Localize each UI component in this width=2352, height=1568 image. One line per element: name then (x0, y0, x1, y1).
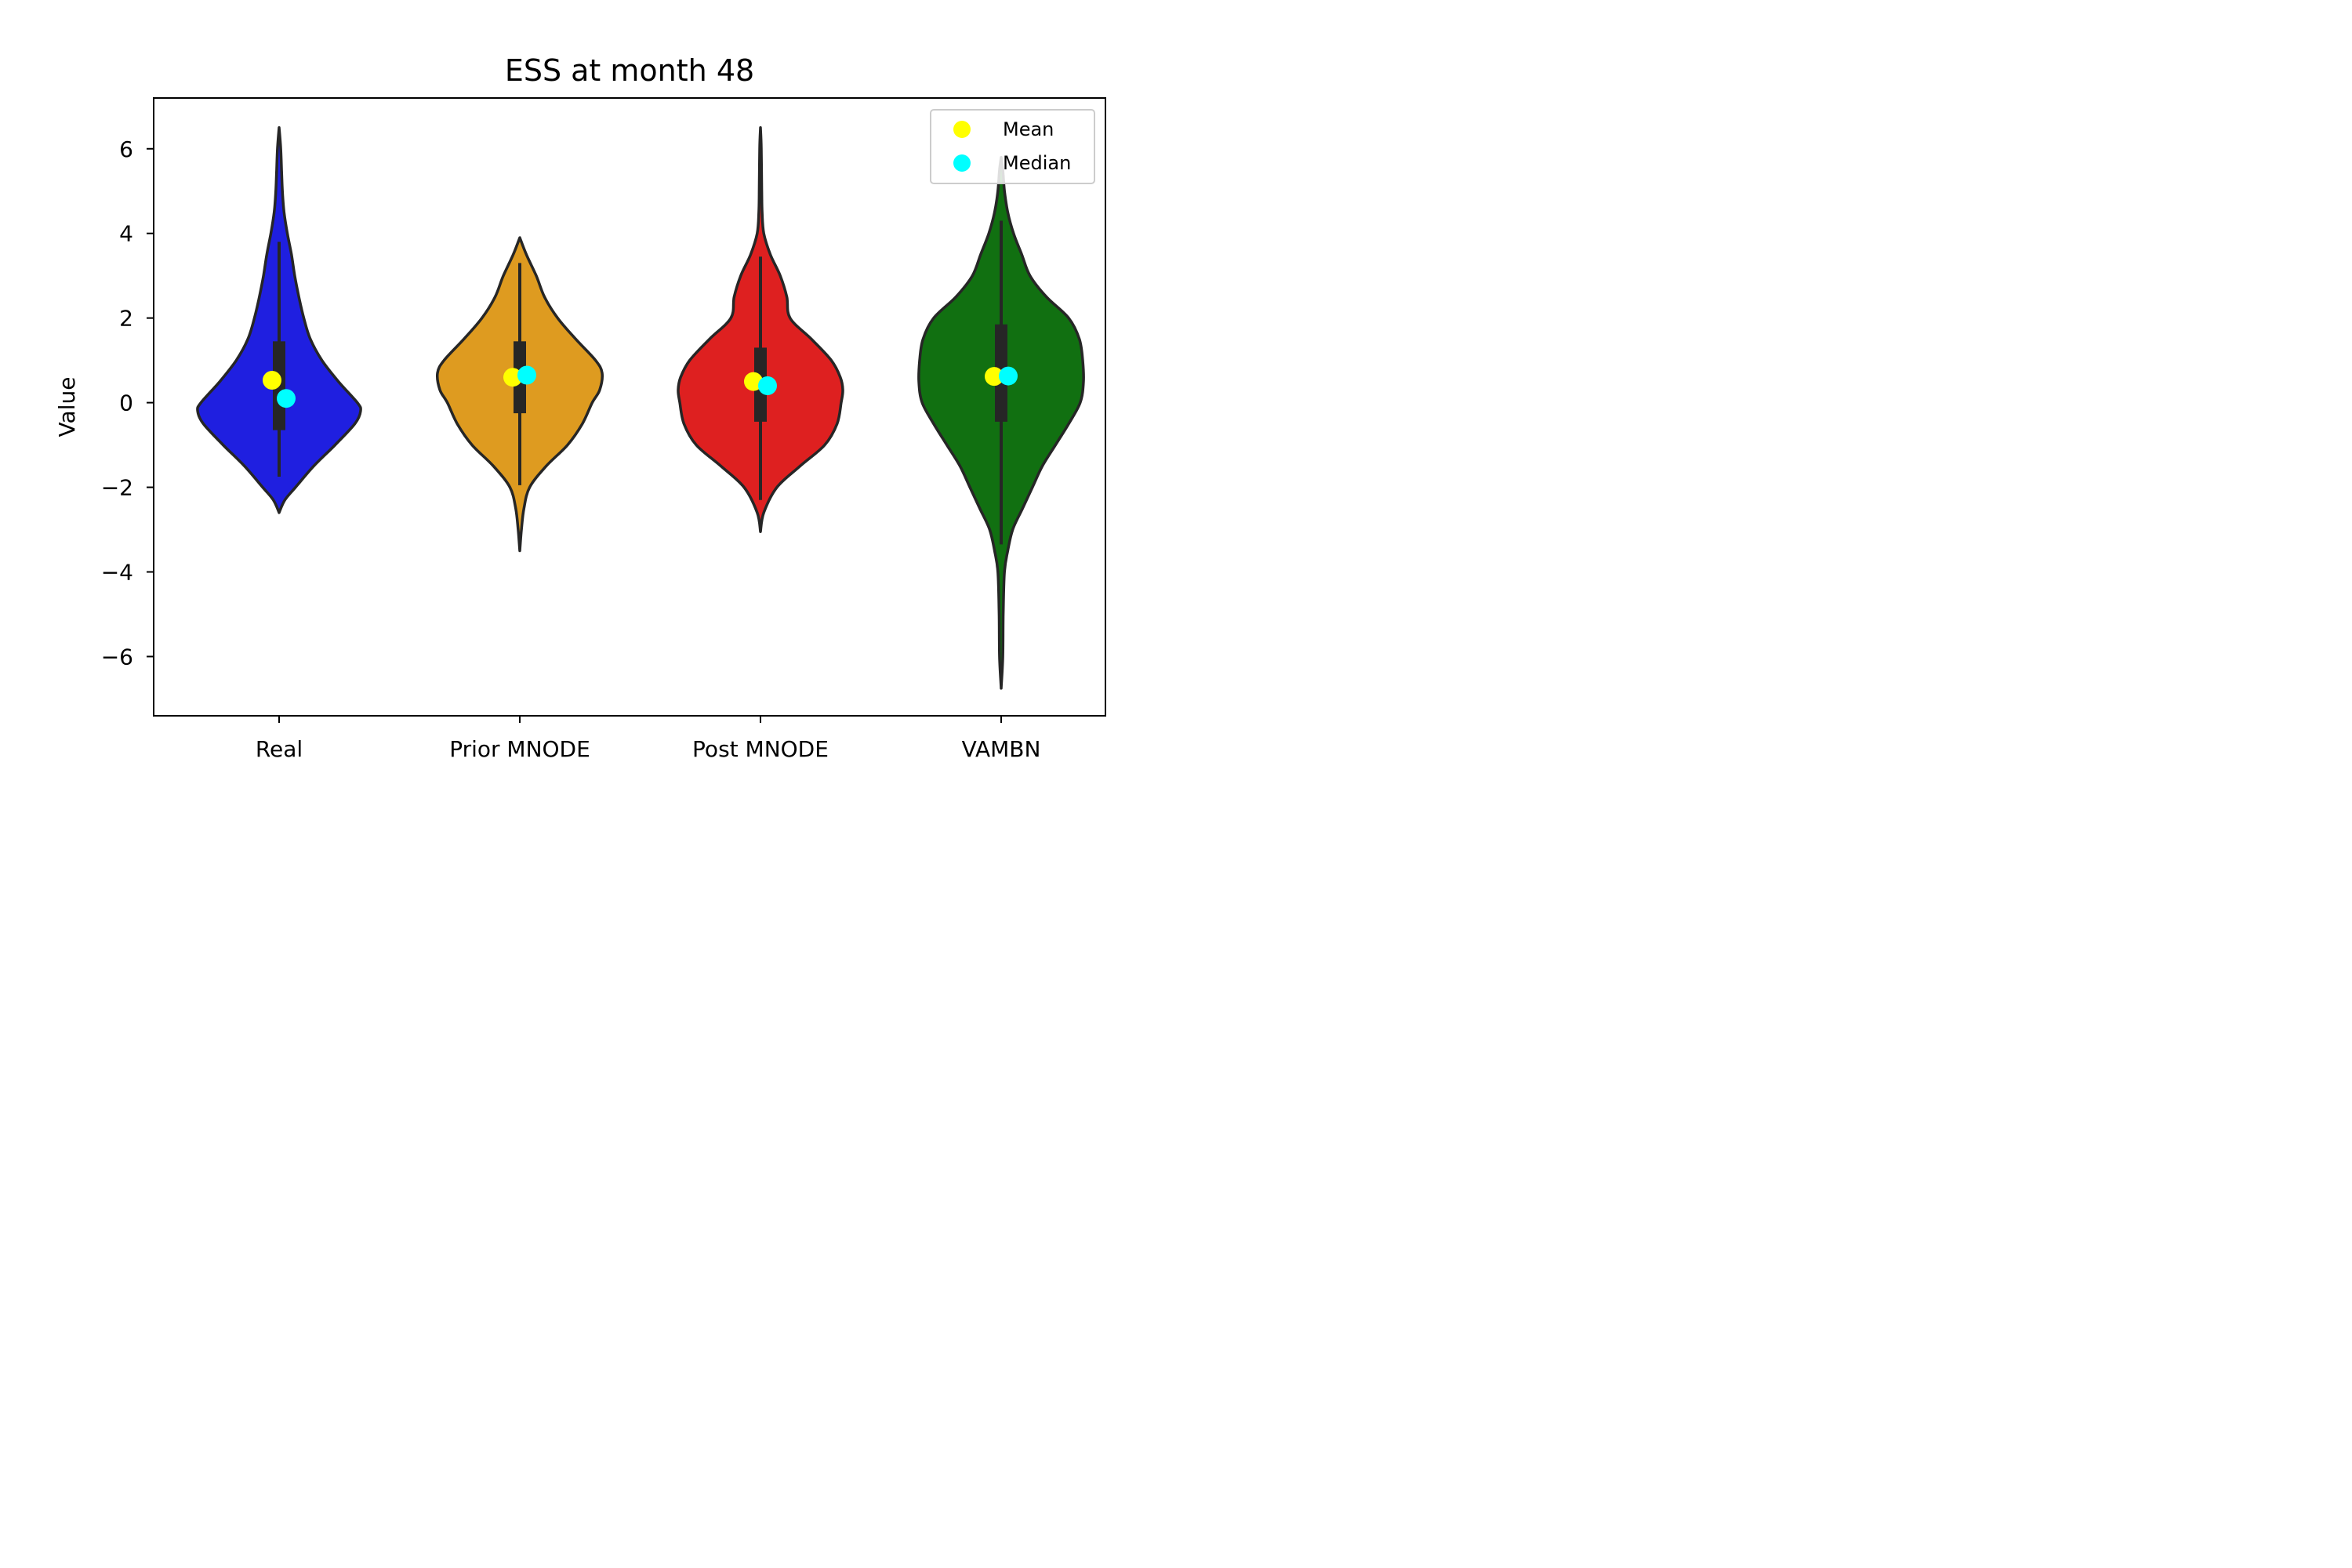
legend-box (930, 109, 1095, 184)
plot-frame (153, 97, 1106, 717)
y-tick-label: 0 (119, 390, 133, 416)
legend-median-marker (953, 154, 971, 172)
legend-mean-marker (953, 121, 971, 138)
y-tick-label: −2 (101, 475, 133, 501)
mean-marker (263, 370, 281, 390)
mean-marker (744, 372, 763, 391)
x-tick-label: Real (256, 736, 303, 762)
median-marker (999, 366, 1018, 386)
y-tick-label: 6 (119, 136, 133, 162)
x-tick-label: Prior MNODE (449, 736, 590, 762)
mean-marker (503, 368, 522, 387)
y-tick-label: 4 (119, 221, 133, 247)
x-tick-label: VAMBN (962, 736, 1041, 762)
median-marker (517, 365, 536, 385)
x-axis: Real Prior MNODE Post MNODE VAMBN (256, 716, 1041, 762)
x-tick-label: Post MNODE (692, 736, 829, 762)
y-axis-label: Value (54, 377, 80, 437)
legend-mean-label: Mean (1003, 118, 1054, 140)
legend-median-label: Median (1003, 152, 1071, 174)
y-tick-label: 2 (119, 306, 133, 332)
violin-chart: ESS at month 48 6 4 2 0 −2 −4 −6 Real Prior MNO… (54, 53, 1106, 762)
y-axis: 6 4 2 0 −2 −4 −6 (101, 136, 154, 670)
median-marker (758, 376, 777, 396)
y-tick-label: −6 (101, 644, 133, 670)
chart-title: ESS at month 48 (505, 53, 754, 88)
mean-marker (985, 367, 1004, 387)
y-tick-label: −4 (101, 559, 133, 585)
median-marker (277, 389, 296, 408)
legend: Mean Median (930, 109, 1095, 184)
violin-group (196, 126, 1085, 690)
